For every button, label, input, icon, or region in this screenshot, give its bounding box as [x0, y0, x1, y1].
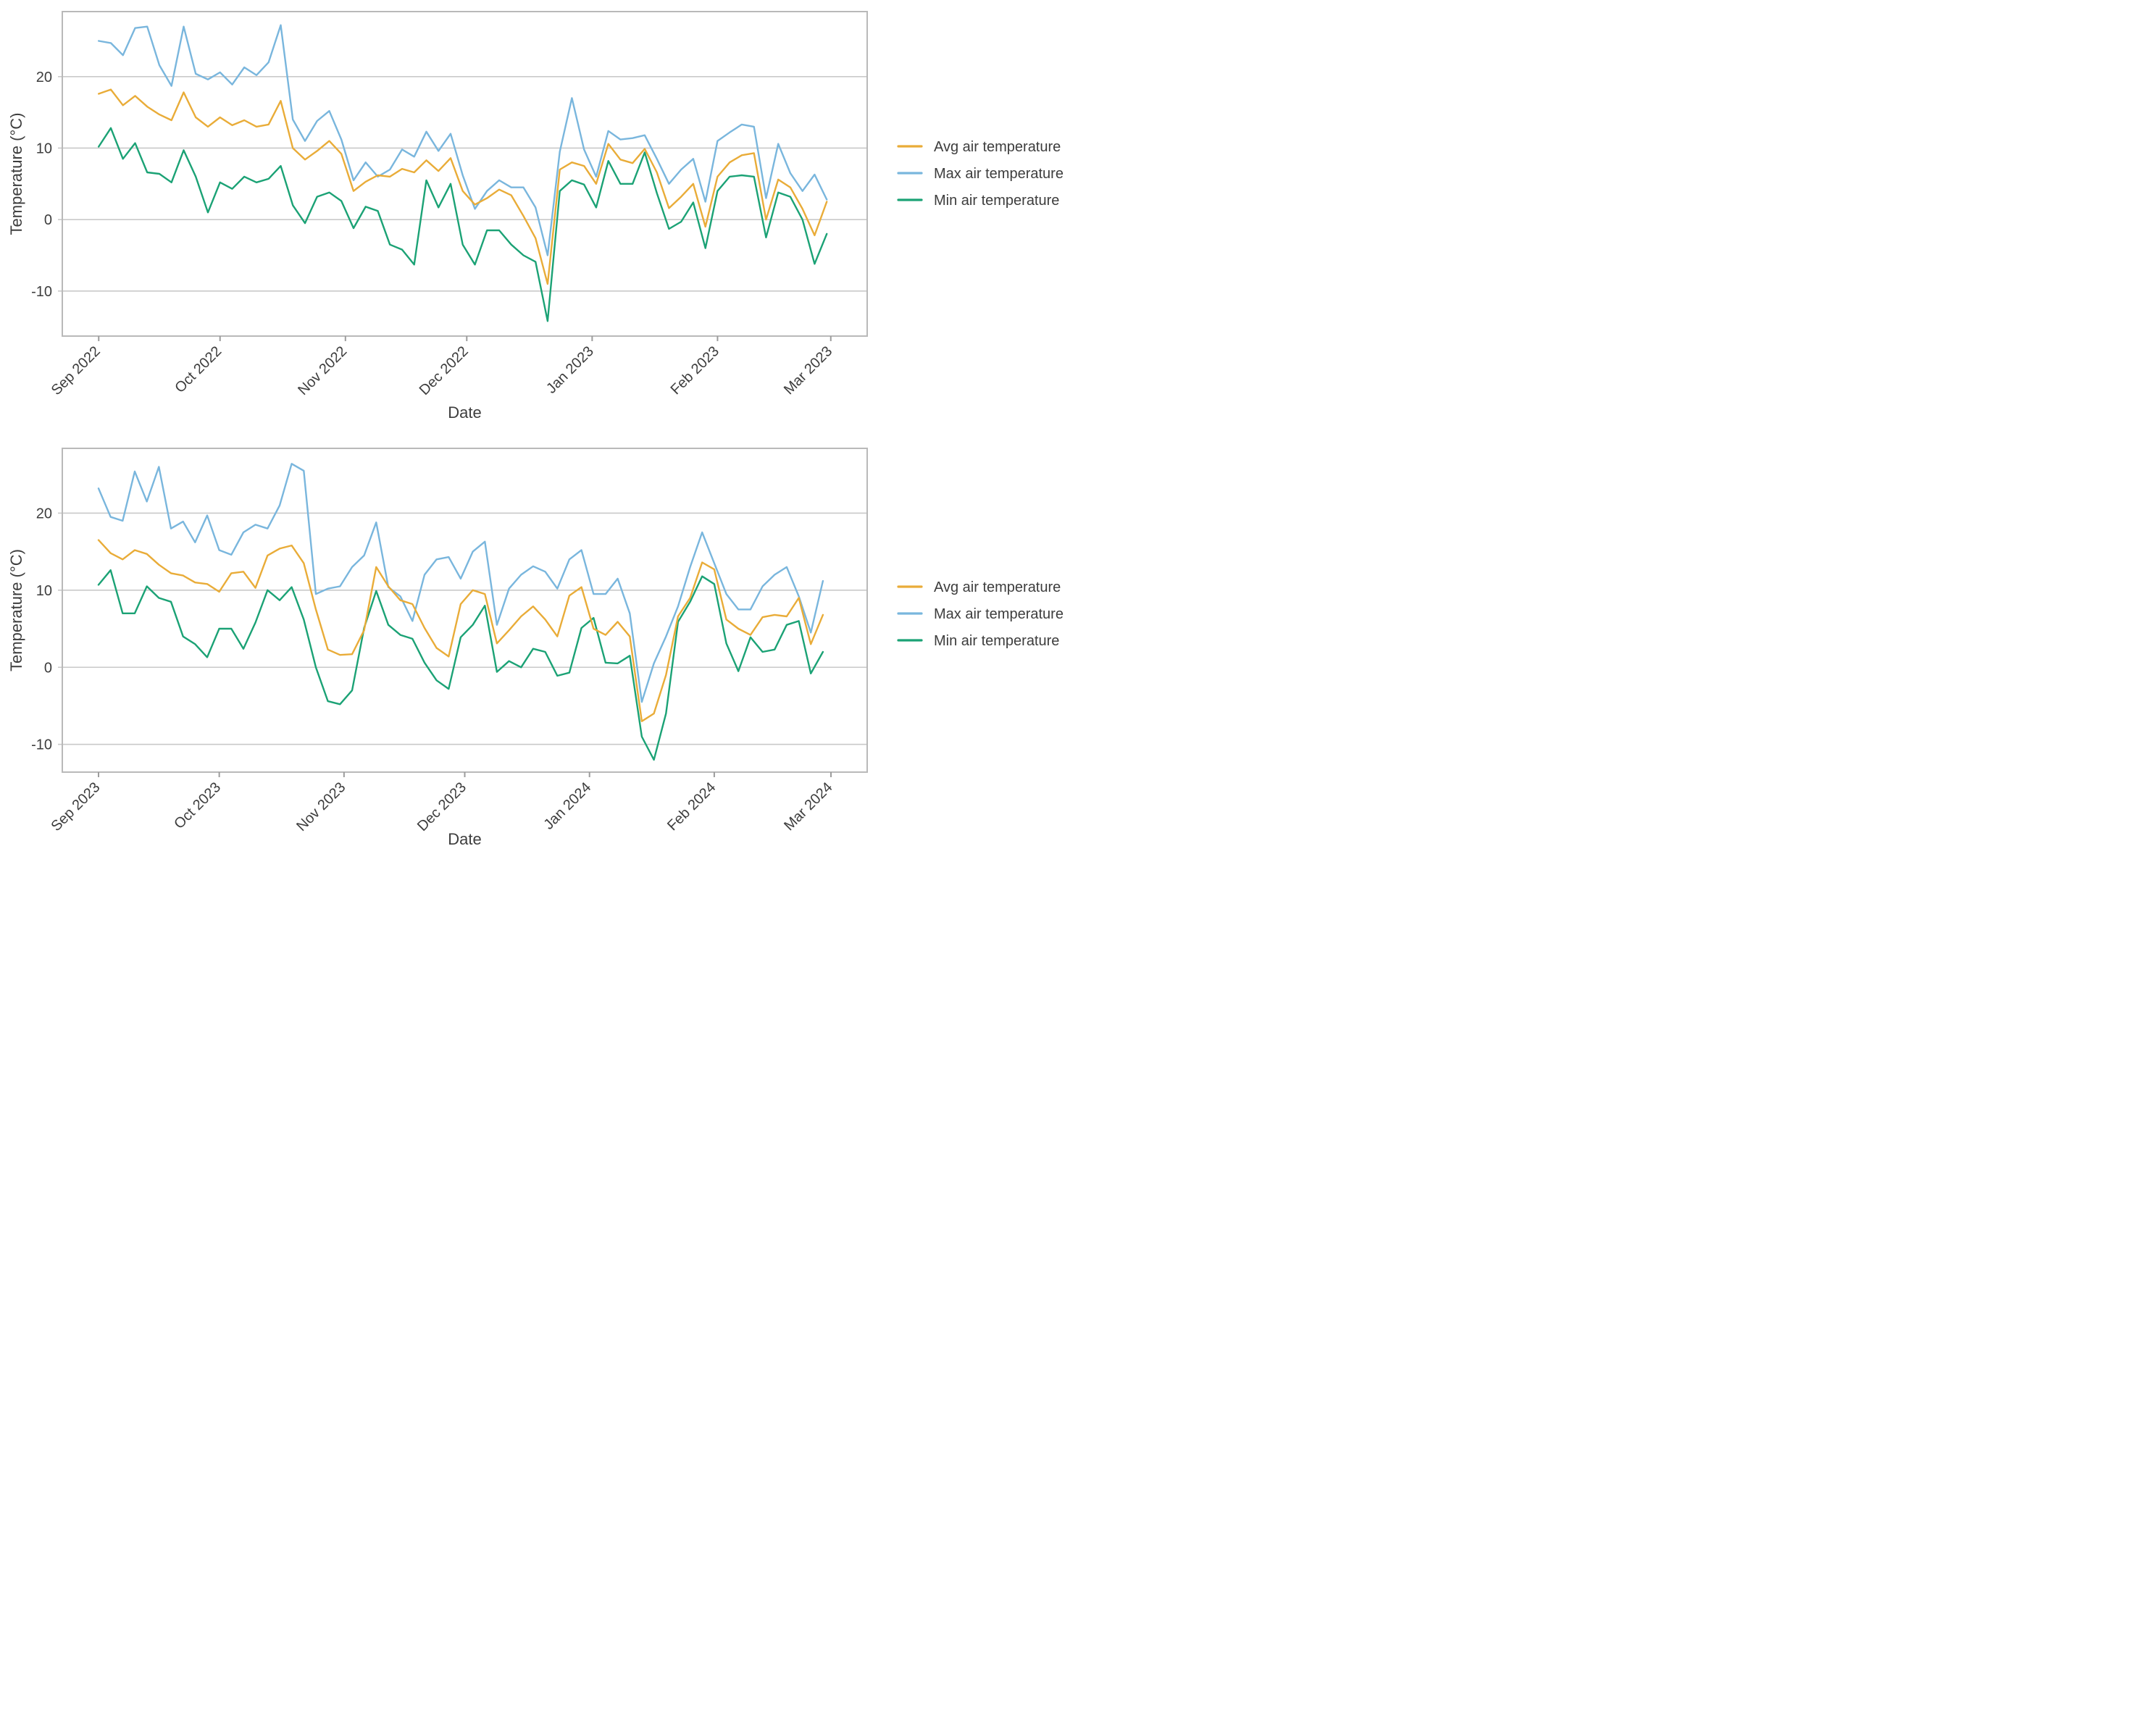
x-tick-label: Sep 2022 — [49, 343, 104, 398]
x-tick-label: Dec 2022 — [417, 343, 472, 398]
x-axis-title: Date — [448, 403, 481, 422]
x-axis-title: Date — [448, 830, 481, 848]
y-tick-label: -10 — [31, 284, 52, 300]
x-tick-label: Nov 2023 — [293, 779, 348, 834]
y-tick-label: 10 — [36, 583, 52, 599]
temperature-chart-svg-2022-2023: -10 0 10 20 Sep 2022 Oct 2022 Nov 2022 Dec 2022… — [7, 11, 1064, 422]
x-tick-label: Sep 2023 — [48, 779, 103, 834]
y-tick-label: 0 — [44, 212, 52, 228]
legend-label-min: Min air temperature — [934, 633, 1059, 649]
x-tick-label: Oct 2023 — [171, 779, 224, 832]
max-temperature-line — [97, 463, 824, 703]
legend-label-max: Max air temperature — [934, 606, 1064, 622]
plot-border — [62, 11, 868, 337]
y-tick-label: -10 — [31, 737, 52, 753]
y-tick-label: 0 — [44, 660, 52, 676]
min-temperature-line — [97, 569, 824, 761]
temperature-chart-season-2023-2024: -10 0 10 20 Sep 2023 Oct 2023 Nov 2023 Dec 2023… — [0, 433, 1078, 867]
x-tick-label: Nov 2022 — [295, 343, 350, 398]
y-axis-title: Temperature (°C) — [7, 549, 25, 671]
x-tick-label: Dec 2023 — [414, 779, 469, 834]
x-tick-label: Jan 2024 — [540, 779, 594, 833]
y-tick-label: 20 — [36, 506, 52, 522]
temperature-chart-season-2022-2023: -10 0 10 20 Sep 2022 Oct 2022 Nov 2022 Dec 2022… — [0, 0, 1078, 433]
y-tick-label: 20 — [36, 70, 52, 85]
y-axis-title: Temperature (°C) — [7, 113, 25, 235]
avg-temperature-line — [97, 539, 824, 722]
y-tick-label: 10 — [36, 141, 52, 156]
min-temperature-line — [97, 127, 828, 322]
temperature-chart-svg-2023-2024: -10 0 10 20 Sep 2023 Oct 2023 Nov 2023 Dec 2023… — [7, 448, 1064, 848]
x-tick-label: Oct 2022 — [172, 343, 225, 396]
x-tick-label: Mar 2023 — [781, 343, 835, 398]
legend-label-max: Max air temperature — [934, 166, 1064, 182]
legend-label-min: Min air temperature — [934, 193, 1059, 209]
x-tick-label: Feb 2024 — [664, 779, 719, 834]
max-temperature-line — [97, 24, 828, 256]
legend-label-avg: Avg air temperature — [934, 139, 1061, 155]
x-tick-label: Mar 2024 — [781, 779, 835, 834]
avg-temperature-line — [97, 88, 828, 285]
legend-label-avg: Avg air temperature — [934, 579, 1061, 595]
x-tick-label: Jan 2023 — [543, 343, 597, 397]
x-tick-label: Feb 2023 — [668, 343, 722, 398]
